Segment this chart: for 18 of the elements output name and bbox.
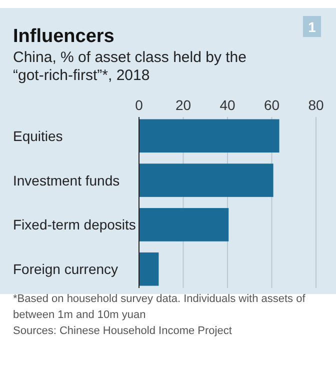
y-tick-label: Equities xyxy=(13,128,63,144)
y-tick-label: Foreign currency xyxy=(13,261,118,278)
bar xyxy=(139,208,229,242)
x-tick-label: 0 xyxy=(135,97,144,113)
y-tick-label: Fixed-term deposits xyxy=(13,216,136,233)
chart-title: Influencers xyxy=(13,26,114,47)
y-tick-label: Investment funds xyxy=(13,172,120,188)
x-tick-label: 60 xyxy=(264,97,280,113)
text: 1 xyxy=(308,19,316,35)
bar xyxy=(139,119,280,153)
x-tick-label: 80 xyxy=(308,97,324,113)
source-note: Sources: Chinese Household Income Project xyxy=(13,325,232,337)
text: *Based on household survey data. Individuals with assets of between 1m and 10m yuan xyxy=(13,293,306,321)
chart-subtitle: China, % of asset class held by the “got-rich-first”*, 2018 xyxy=(13,49,246,84)
bar xyxy=(139,252,159,286)
x-tick-label: 40 xyxy=(220,97,236,113)
bar xyxy=(139,164,274,197)
x-tick-label: 20 xyxy=(175,97,192,113)
